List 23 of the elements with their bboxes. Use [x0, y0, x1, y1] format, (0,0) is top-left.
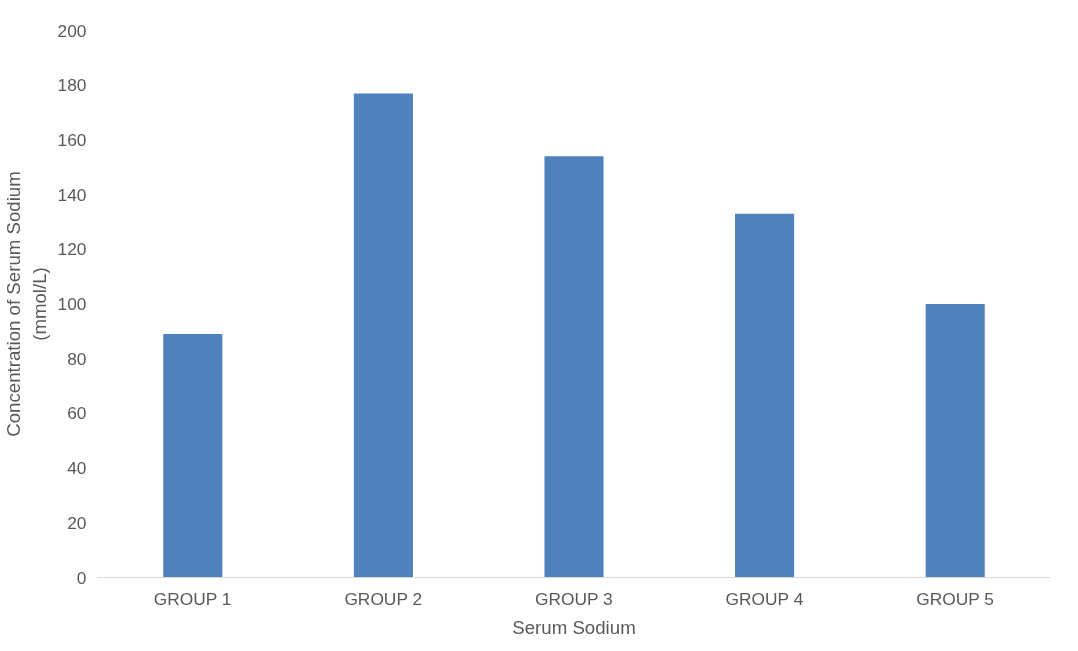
x-tick-label: GROUP 1	[153, 588, 232, 609]
y-tick-label: 200	[57, 20, 87, 41]
x-tick-label: GROUP 5	[916, 588, 994, 609]
x-tick-label: GROUP 2	[344, 588, 423, 609]
x-axis-title: Serum Sodium	[512, 616, 636, 638]
y-tick-label: 20	[67, 512, 87, 533]
y-tick-label: 40	[67, 458, 87, 479]
bar	[163, 334, 223, 578]
x-tick-label: GROUP 3	[535, 588, 613, 609]
y-tick-label: 140	[57, 184, 87, 205]
bar	[925, 304, 985, 578]
y-tick-label: 180	[57, 75, 87, 96]
y-tick-label: 160	[57, 129, 87, 150]
y-tick-label: 120	[57, 239, 87, 260]
x-tick-label: GROUP 4	[725, 588, 804, 609]
y-tick-label: 60	[67, 403, 87, 424]
y-tick-label: 100	[57, 294, 87, 314]
y-tick-label: 80	[67, 348, 87, 369]
bar	[353, 93, 413, 578]
y-axis-title: Concentration of Serum Sodium (mmol/L)	[3, 171, 50, 437]
y-tick-label: 0	[76, 567, 87, 588]
bar	[544, 156, 604, 578]
bar	[735, 213, 795, 578]
